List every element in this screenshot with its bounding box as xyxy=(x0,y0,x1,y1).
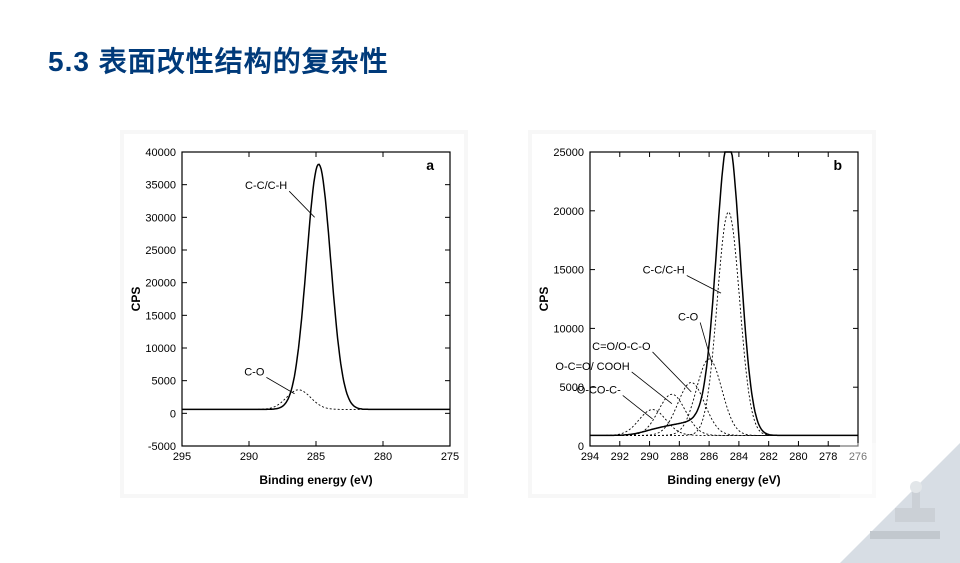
svg-text:35000: 35000 xyxy=(145,180,176,192)
svg-text:290: 290 xyxy=(640,451,658,463)
svg-text:-5000: -5000 xyxy=(148,441,176,453)
chart-a: 295290285280275-500005000100001500020000… xyxy=(124,134,464,494)
svg-text:0: 0 xyxy=(170,408,176,420)
svg-text:284: 284 xyxy=(730,451,748,463)
svg-text:282: 282 xyxy=(759,451,777,463)
decoration-icon xyxy=(840,443,960,563)
svg-text:0: 0 xyxy=(578,441,584,453)
svg-text:5000: 5000 xyxy=(152,376,176,388)
svg-text:Binding energy (eV): Binding energy (eV) xyxy=(667,473,780,487)
svg-text:288: 288 xyxy=(670,451,688,463)
svg-text:290: 290 xyxy=(240,451,258,463)
chart-b-box: 2942922902882862842822802782760500010000… xyxy=(528,130,876,498)
svg-text:278: 278 xyxy=(819,451,837,463)
svg-text:285: 285 xyxy=(307,451,325,463)
svg-text:C=O/O-C-O: C=O/O-C-O xyxy=(592,341,651,353)
svg-text:C-O: C-O xyxy=(244,366,265,378)
chart-a-box: 295290285280275-500005000100001500020000… xyxy=(120,130,468,498)
svg-text:275: 275 xyxy=(441,451,459,463)
svg-text:20000: 20000 xyxy=(553,206,584,218)
svg-text:286: 286 xyxy=(700,451,718,463)
svg-text:C-C/C-H: C-C/C-H xyxy=(643,264,685,276)
svg-text:-O-CO-C-: -O-CO-C- xyxy=(573,384,621,396)
svg-text:25000: 25000 xyxy=(553,147,584,159)
svg-text:b: b xyxy=(833,157,842,173)
svg-text:10000: 10000 xyxy=(553,323,584,335)
svg-text:C-O: C-O xyxy=(678,312,699,324)
svg-text:280: 280 xyxy=(789,451,807,463)
page-title: 5.3 表面改性结构的复杂性 xyxy=(48,40,389,80)
svg-text:292: 292 xyxy=(611,451,629,463)
svg-text:CPS: CPS xyxy=(537,287,551,312)
svg-text:10000: 10000 xyxy=(145,343,176,355)
svg-text:C-C/C-H: C-C/C-H xyxy=(245,180,287,192)
svg-text:O-C=O/ COOH: O-C=O/ COOH xyxy=(555,361,629,373)
svg-text:15000: 15000 xyxy=(145,310,176,322)
svg-text:25000: 25000 xyxy=(145,245,176,257)
svg-text:Binding energy (eV): Binding energy (eV) xyxy=(259,473,372,487)
svg-text:CPS: CPS xyxy=(129,287,143,312)
charts-container: 295290285280275-500005000100001500020000… xyxy=(120,130,876,498)
svg-text:40000: 40000 xyxy=(145,147,176,159)
svg-text:15000: 15000 xyxy=(553,265,584,277)
svg-text:a: a xyxy=(426,157,434,173)
svg-text:20000: 20000 xyxy=(145,278,176,290)
chart-b: 2942922902882862842822802782760500010000… xyxy=(532,134,872,494)
svg-text:30000: 30000 xyxy=(145,212,176,224)
svg-text:280: 280 xyxy=(374,451,392,463)
